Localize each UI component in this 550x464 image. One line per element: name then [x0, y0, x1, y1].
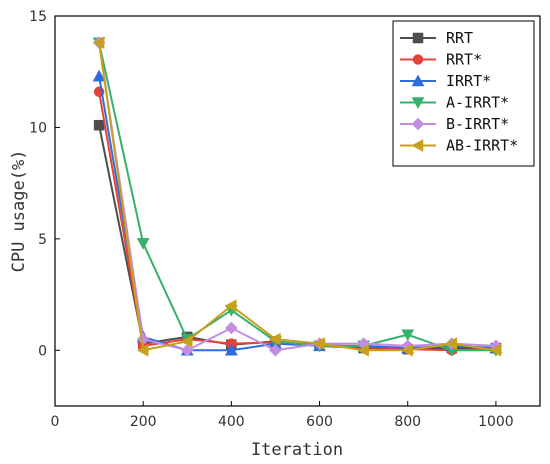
data-point — [357, 343, 369, 357]
series-ab-irrt-star — [92, 36, 502, 357]
series-line — [98, 42, 497, 352]
x-tick-label: 400 — [218, 414, 245, 430]
data-point — [92, 36, 105, 50]
plot-area-frame — [54, 15, 541, 407]
legend: RRT RRT* IRRT* A-IRRT* B-IRRT* AB-IRRT* — [392, 20, 535, 167]
legend-box — [392, 20, 535, 167]
legend-swatch-marker — [412, 32, 424, 44]
data-point — [269, 343, 282, 357]
data-point — [92, 69, 106, 82]
y-tick-label: 10 — [29, 120, 47, 136]
x-tick-label: 0 — [51, 414, 60, 430]
data-point — [224, 343, 238, 356]
data-point — [401, 343, 413, 357]
x-tick-label: 600 — [306, 414, 333, 430]
data-point — [136, 343, 149, 357]
series-line — [98, 42, 496, 352]
legend-swatch-marker — [411, 117, 425, 131]
legend-swatch-marker — [412, 54, 424, 65]
y-tick-label: 0 — [38, 343, 47, 359]
x-tick-label: 800 — [394, 414, 421, 430]
legend-label: A-IRRT* — [446, 94, 509, 112]
data-point — [401, 329, 415, 342]
legend-swatch-marker — [411, 139, 424, 152]
data-point — [93, 119, 105, 131]
data-point — [489, 343, 502, 357]
data-point — [225, 321, 238, 335]
x-axis-label: Iteration — [251, 440, 343, 460]
data-point — [180, 343, 194, 357]
series-layer — [92, 36, 503, 357]
y-tick-label: 5 — [38, 232, 47, 248]
x-tick-label: 1000 — [478, 414, 514, 430]
legend-label: RRT* — [446, 51, 482, 69]
data-point — [313, 337, 325, 351]
data-point — [180, 334, 193, 348]
data-point — [268, 332, 281, 346]
series-line — [98, 42, 496, 352]
data-point — [136, 238, 150, 250]
x-tick-label: 200 — [130, 414, 157, 430]
legend-label: IRRT* — [446, 72, 491, 90]
legend-swatch-marker — [411, 97, 425, 110]
data-point — [445, 337, 458, 351]
x-axis-ticks: 0 200 400 600 800 1000 — [51, 401, 514, 430]
data-point — [224, 299, 237, 313]
legend-swatch-marker — [411, 74, 425, 87]
legend-label: B-IRRT* — [446, 115, 509, 133]
y-tick-label: 15 — [29, 9, 47, 25]
y-axis-ticks: 0 5 10 15 — [29, 9, 60, 359]
y-axis-label: CPU usage(%) — [9, 150, 29, 273]
legend-label: RRT — [446, 29, 473, 47]
legend-label: AB-IRRT* — [446, 137, 518, 155]
